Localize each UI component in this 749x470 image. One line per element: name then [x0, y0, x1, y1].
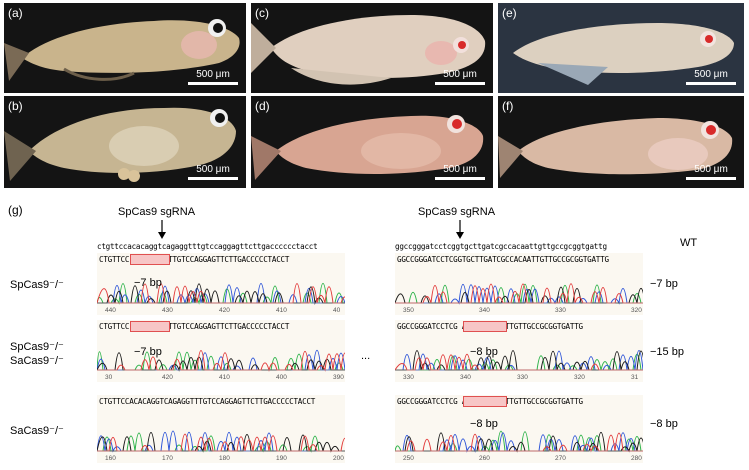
fish-image-f: [498, 118, 733, 178]
fish-image-b: [4, 107, 236, 182]
tick-label-left-0-0: 440: [105, 307, 116, 314]
chromatogram-trace-left-1-3: [97, 349, 350, 372]
tick-label-left-0-1: 430: [162, 307, 173, 314]
tick-label-left-1-1: 420: [162, 374, 173, 381]
sgrna-label-left: SpCas9 sgRNA: [118, 206, 196, 218]
photo-panel-e: (e) 500 μm: [498, 3, 744, 93]
tick-label-right-0-1: 340: [479, 307, 490, 314]
panel-label-a: (a): [8, 6, 23, 20]
trace-right-2: GGCCGGGATCCTCG ATCGCCACAATTGTTGCCGCGGTGA…: [394, 320, 647, 382]
chromatogram-trace-right-2-1: [395, 432, 643, 453]
result-label-right-1: −7 bp: [650, 278, 678, 290]
scale-bar-d: 500 μm: [435, 164, 485, 180]
chromatogram-trace-right-1-1: [395, 350, 644, 371]
deletion-label-right-3: −8 bp: [470, 418, 498, 430]
scale-bar-a: 500 μm: [188, 69, 238, 85]
tick-label-left-2-3: 190: [276, 455, 287, 462]
deletion-label-left-2: −7 bp: [134, 346, 162, 358]
tick-label-left-2-4: 200: [333, 455, 344, 462]
panel-label-e: (e): [502, 6, 517, 20]
photo-panel-d: (d) 500 μm: [251, 96, 493, 188]
tick-label-left-2-2: 180: [219, 455, 230, 462]
photo-panel-b: (b) 500 μm: [4, 96, 246, 188]
tick-label-right-1-2: 330: [517, 374, 528, 381]
panel-label-g: (g): [8, 203, 23, 217]
scale-bar-e: 500 μm: [686, 69, 736, 85]
tick-label-left-1-4: 390: [333, 374, 344, 381]
chromatogram-trace-right-1-2: [395, 350, 646, 371]
tick-label-right-0-3: 320: [631, 307, 642, 314]
chromatogram-trace-right-2-2: [395, 431, 646, 453]
photo-panel-a: (a) 500 μm: [4, 3, 246, 93]
tick-label-right-1-1: 340: [460, 374, 471, 381]
trace-left-1: CTGTTCC TCAGAGGTTTGTCCAGGAGTTCTTGACCCCCT…: [96, 253, 350, 315]
tick-label-right-0-0: 350: [403, 307, 414, 314]
chromatogram-trace-left-2-3: [97, 433, 350, 452]
tick-label-left-2-0: 160: [105, 455, 116, 462]
trace-left-3: CTGTTCCACACAGGTCAGAGGTTTGTCCAGGAGTTCTTGA…: [96, 395, 350, 463]
fish-image-d: [251, 115, 484, 180]
panel-label-d: (d): [255, 99, 270, 113]
wt-label: WT: [680, 237, 698, 249]
tick-label-right-2-2: 270: [555, 455, 566, 462]
tick-label-right-2-1: 260: [479, 455, 490, 462]
deletion-label-right-2: −8 bp: [470, 346, 498, 358]
tick-label-left-1-2: 410: [219, 374, 230, 381]
deletion-label-left-1: −7 bp: [134, 277, 162, 289]
wt-sequence-right: ggccgggatcctcggtgcttgatcgccacaattgttgccg…: [395, 242, 607, 251]
tick-label-left-0-2: 420: [219, 307, 230, 314]
trace-right-3: GGCCGGGATCCTCG ATCGCCACAATTGTTGCCGCGGTGA…: [394, 395, 647, 463]
tick-label-left-0-3: 410: [276, 307, 287, 314]
tick-label-right-1-0: 330: [403, 374, 414, 381]
chromatogram-trace-right-2-3: [395, 432, 647, 453]
arrow-down-icon-right: [456, 220, 464, 239]
ellipsis: ...: [361, 350, 371, 362]
chromatogram-trace-right-0-3: [395, 283, 647, 304]
sgrna-label-right: SpCas9 sgRNA: [418, 206, 496, 218]
photo-panel-f: (f) 500 μm: [498, 96, 744, 188]
panel-label-b: (b): [8, 99, 23, 113]
sample-label-sacas9-double: SaCas9⁻/⁻: [10, 355, 64, 367]
fish-image-e: [498, 3, 744, 93]
sample-label-spcas9: SpCas9⁻/⁻: [10, 279, 64, 291]
tick-label-left-0-4: 40: [333, 307, 341, 314]
result-label-right-3: −8 bp: [650, 418, 678, 430]
tick-label-left-1-0: 30: [105, 374, 113, 381]
scale-bar-c: 500 μm: [435, 69, 485, 85]
sample-label-spcas9-double: SpCas9⁻/⁻: [10, 341, 64, 353]
fish-image-a: [4, 19, 240, 81]
fish-image-c: [251, 15, 486, 85]
tick-label-right-1-3: 320: [574, 374, 585, 381]
tick-label-left-1-3: 400: [276, 374, 287, 381]
trace-right-1: GGCCGGGATCCTCGGTGCTTGATCGCCACAATTGTTGCCG…: [394, 253, 647, 315]
tick-label-right-1-4: 31: [631, 374, 639, 381]
tick-label-right-2-0: 250: [403, 455, 414, 462]
result-label-right-2: −15 bp: [650, 346, 684, 358]
scale-bar-f: 500 μm: [686, 164, 736, 180]
panel-label-f: (f): [502, 99, 514, 113]
photo-panel-c: (c) 500 μm: [251, 3, 493, 93]
wt-sequence-left: ctgttccacacaggtcagaggtttgtccaggagttcttga…: [97, 242, 318, 251]
sample-label-sacas9: SaCas9⁻/⁻: [10, 425, 64, 437]
trace-left-2: CTGTTCC TCAGAGGTTTGTCCAGGAGTTCTTGACCCCCT…: [96, 320, 350, 382]
panel-label-c: (c): [255, 6, 269, 20]
tick-label-right-2-3: 280: [631, 455, 642, 462]
scale-bar-b: 500 μm: [188, 164, 238, 180]
tick-label-left-2-1: 170: [162, 455, 173, 462]
arrow-down-icon-left: [158, 220, 166, 239]
tick-label-right-0-2: 330: [555, 307, 566, 314]
